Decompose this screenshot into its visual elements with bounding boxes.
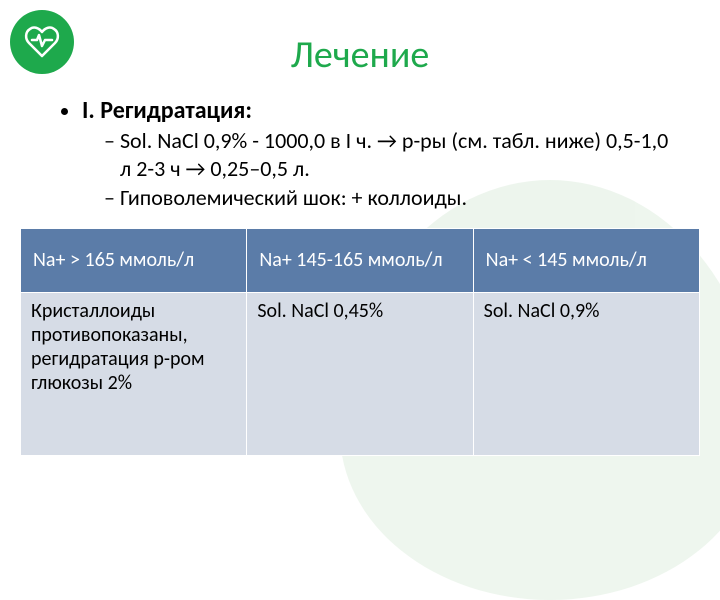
table-row: Кристаллоиды противопоказаны, регидратац… — [21, 292, 700, 455]
page-title: Лечение — [0, 0, 720, 78]
sodium-table: Na+ > 165 ммоль/л Na+ 145-165 ммоль/л Na… — [20, 228, 700, 456]
table-cell: Sol. NaCl 0,45% — [247, 292, 473, 455]
table-header-row: Na+ > 165 ммоль/л Na+ 145-165 ммоль/л Na… — [21, 228, 700, 292]
table-cell: Кристаллоиды противопоказаны, регидратац… — [21, 292, 247, 455]
table-cell: Sol. NaCl 0,9% — [473, 292, 699, 455]
table-header: Na+ > 165 ммоль/л — [21, 228, 247, 292]
section-heading-text: I. Регидратация: — [82, 96, 252, 125]
bullet-item: Гиповолемический шок: + коллоиды. — [104, 184, 670, 212]
table-header: Na+ 145-165 ммоль/л — [247, 228, 473, 292]
content-area: I. Регидратация: Sol. NaCl 0,9% - 1000,0… — [0, 78, 720, 212]
bullet-item: Sol. NaCl 0,9% - 1000,0 в I ч. → р-ры (с… — [104, 127, 670, 182]
section-heading: I. Регидратация: Sol. NaCl 0,9% - 1000,0… — [82, 96, 670, 212]
table-header: Na+ < 145 ммоль/л — [473, 228, 699, 292]
